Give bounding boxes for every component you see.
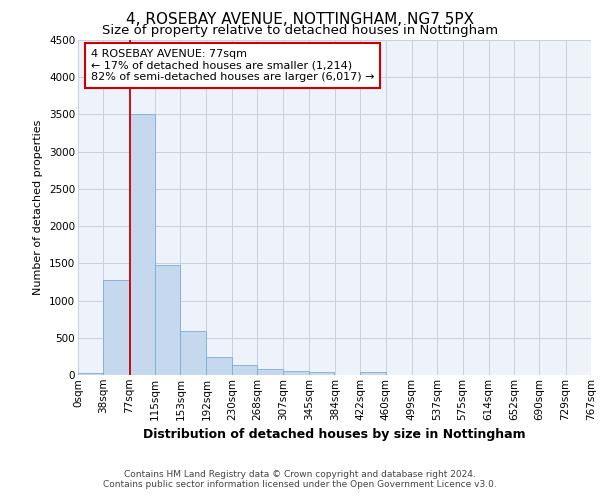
Text: 4 ROSEBAY AVENUE: 77sqm
← 17% of detached houses are smaller (1,214)
82% of semi: 4 ROSEBAY AVENUE: 77sqm ← 17% of detache…	[91, 49, 374, 82]
Text: Size of property relative to detached houses in Nottingham: Size of property relative to detached ho…	[102, 24, 498, 37]
Bar	[78, 373, 103, 375]
Bar	[155, 265, 181, 375]
Bar	[360, 372, 386, 375]
Bar	[283, 371, 309, 375]
Bar	[309, 372, 334, 375]
Text: Contains HM Land Registry data © Crown copyright and database right 2024.
Contai: Contains HM Land Registry data © Crown c…	[103, 470, 497, 489]
Bar	[130, 114, 155, 375]
Y-axis label: Number of detached properties: Number of detached properties	[34, 120, 43, 295]
Bar	[257, 369, 283, 375]
Bar	[103, 280, 129, 375]
Text: 4, ROSEBAY AVENUE, NOTTINGHAM, NG7 5PX: 4, ROSEBAY AVENUE, NOTTINGHAM, NG7 5PX	[126, 12, 474, 28]
Bar	[232, 366, 257, 375]
X-axis label: Distribution of detached houses by size in Nottingham: Distribution of detached houses by size …	[143, 428, 526, 441]
Bar	[181, 331, 206, 375]
Bar	[206, 357, 232, 375]
